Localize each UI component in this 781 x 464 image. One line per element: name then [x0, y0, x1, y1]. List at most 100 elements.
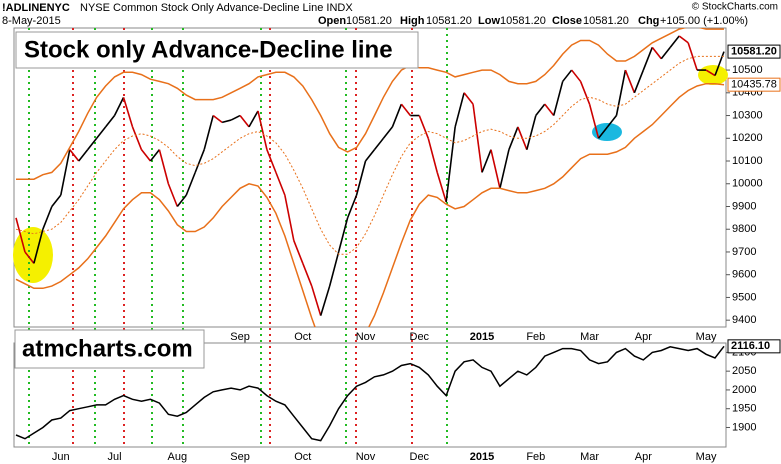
panel-frame: [13, 27, 727, 328]
line-segment: [391, 103, 403, 128]
low-label: Low: [478, 15, 500, 27]
line-segment: [552, 81, 564, 116]
line-segment: [42, 206, 53, 230]
line-segment: [176, 194, 187, 207]
x-tick-label: Feb: [526, 331, 545, 343]
line-segment: [33, 229, 44, 264]
line-segment: [203, 115, 214, 150]
line-segment: [705, 69, 716, 77]
high: 10581.20: [426, 15, 472, 27]
line-segment: [445, 126, 456, 203]
high-label: High: [400, 15, 425, 27]
title-boxes: Stock only Advance-Decline line atmchart…: [14, 31, 419, 369]
x-tick-label: Jul: [108, 451, 122, 463]
description: NYSE Common Stock Only Advance-Decline L…: [80, 2, 353, 14]
line-segment: [651, 46, 662, 60]
x-tick-label: 2015: [470, 331, 494, 343]
y-tick-label: 1950: [732, 403, 756, 415]
value-label: 10435.78: [731, 79, 777, 91]
signal-lines: [72, 28, 413, 447]
line-segment: [355, 160, 367, 196]
symbol: !ADLINENYC: [2, 2, 70, 14]
line: [16, 28, 724, 180]
line-segment: [499, 149, 510, 189]
x-tick-label: Apr: [635, 451, 652, 463]
line-segment: [427, 138, 438, 173]
line-segment: [454, 92, 465, 128]
y-tick-label: 9400: [732, 314, 756, 326]
line-segment: [51, 194, 62, 207]
x-tick-label: Feb: [526, 451, 545, 463]
x-tick-label: Jun: [52, 451, 70, 463]
line-segment: [149, 149, 161, 162]
value-label: 10581.20: [731, 46, 777, 58]
x-tick-label: Oct: [294, 331, 311, 343]
line-segment: [310, 285, 322, 316]
line-segment: [588, 103, 600, 139]
line-segment: [660, 46, 671, 60]
line-segment: [69, 149, 80, 162]
line-segment: [221, 119, 232, 124]
line-segment: [266, 149, 277, 173]
line-segment: [633, 69, 645, 94]
y-tick-label: 9800: [732, 223, 756, 235]
title-box: [15, 31, 419, 69]
line: [15, 55, 724, 255]
line-segment: [78, 149, 89, 162]
signal-lines: [28, 28, 448, 447]
line-segment: [131, 126, 143, 150]
x-tick-label: Oct: [294, 451, 311, 463]
low: 10581.20: [500, 15, 546, 27]
line-segment: [319, 285, 331, 316]
line-segment: [96, 126, 107, 139]
line-segment: [104, 115, 116, 128]
chg-label: Chg: [638, 15, 659, 27]
line-segment: [293, 240, 304, 264]
y-tick-label: 9500: [732, 291, 756, 303]
data-layer: 9400 9500 9600 9700 9800 9900 10000 10100 10200 1…: [15, 28, 781, 463]
date: 8-May-2015: [2, 15, 61, 27]
y-tick-label: 9900: [732, 200, 756, 212]
line-segment: [373, 137, 385, 151]
line-segment: [239, 115, 250, 128]
line-segment: [275, 172, 286, 196]
value-box: [727, 339, 781, 354]
line-segment: [248, 110, 259, 128]
line: [15, 345, 725, 442]
line-segment: [140, 149, 152, 162]
line-segment: [579, 81, 591, 105]
line: [15, 82, 725, 327]
y-tick-label: 10200: [732, 132, 763, 144]
line-segment: [302, 263, 313, 287]
line-segment: [472, 104, 483, 173]
line-segment: [606, 115, 618, 128]
line-segment: [158, 149, 170, 184]
x-tick-label: Dec: [410, 451, 430, 463]
title-box: [14, 329, 205, 369]
line-segment: [669, 35, 680, 48]
line-segment: [490, 149, 501, 189]
line-segment: [15, 217, 26, 253]
value-box: [727, 77, 781, 92]
y-tick-label: 9700: [732, 246, 756, 258]
x-tick-label: Sep: [230, 451, 250, 463]
x-tick-label: Dec: [410, 331, 430, 343]
line-segment: [382, 126, 394, 139]
line-segment: [113, 96, 125, 116]
panel-frame: [13, 342, 727, 448]
line-segment: [24, 251, 35, 264]
line-segment: [418, 115, 429, 139]
copyright: © StockCharts.com: [692, 2, 778, 13]
line-segment: [436, 172, 447, 203]
header: !ADLINENYC NYSE Common Stock Only Advanc…: [2, 2, 778, 27]
y-tick-label: 10000: [732, 178, 763, 190]
open-label: Open: [318, 15, 346, 27]
line-segment: [212, 114, 223, 123]
line-segment: [526, 115, 537, 150]
line-segment: [185, 172, 196, 196]
y-tick-label: 1900: [732, 421, 756, 433]
line-segment: [230, 114, 241, 121]
chart-title: Stock only Advance-Decline line: [24, 36, 393, 63]
line-segment: [642, 47, 654, 71]
